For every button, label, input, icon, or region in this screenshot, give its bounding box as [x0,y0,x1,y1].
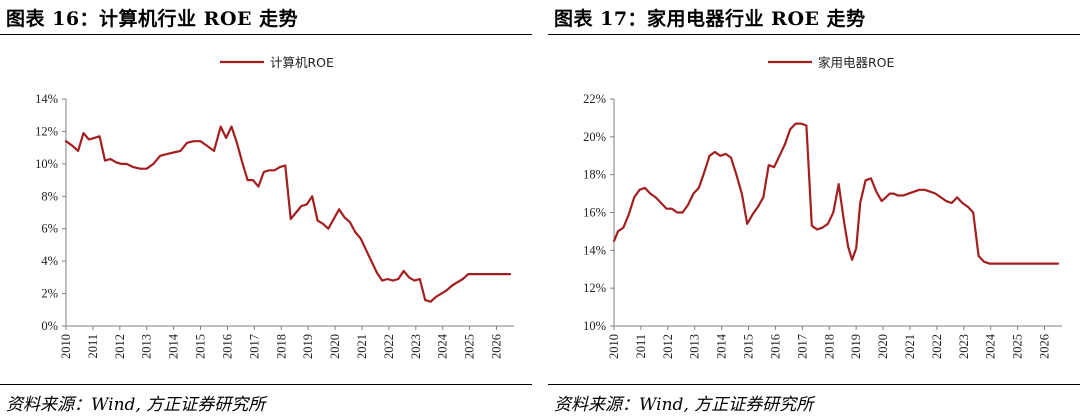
x-tick-label: 2016 [768,334,782,359]
x-tick-label: 2025 [1011,334,1025,359]
x-tick-label: 2025 [463,334,477,359]
x-tick-label: 2020 [876,334,890,359]
y-tick-label: 8% [41,189,58,203]
series-line [612,122,1060,265]
source-note: 资料来源：Wind, 方正证券研究所 [6,395,266,415]
y-tick-label: 2% [41,287,58,301]
series-line [64,125,512,303]
y-tick-label: 6% [41,222,58,236]
x-tick-label: 2024 [436,333,450,359]
x-tick-label: 2018 [274,334,288,359]
computer-roe-chart: 0% 2% 4% 6% 8% 10% 12% 14% 2010 2011 2012 2013 2014 2… [35,55,514,359]
chart-panel-appliance: 图表 17：家用电器行业 ROE 走势 10% 12% 14% 16% 18% 20% 22… [548,0,1080,418]
x-tick-label: 2020 [328,334,342,359]
x-tick-label: 2022 [930,334,944,359]
x-tick-label: 2015 [194,334,208,359]
y-tick-label: 0% [41,319,58,333]
figure-title: 图表 17：家用电器行业 ROE 走势 [554,8,866,30]
x-tick-label: 2021 [903,334,917,359]
x-tick-label: 2014 [167,333,181,359]
x-tick-label: 2013 [140,334,154,359]
x-tick-label: 2013 [688,334,702,359]
y-tick-label: 18% [583,168,606,182]
y-tick-label: 10% [583,319,606,333]
x-tick-label: 2021 [355,334,369,359]
x-tick-label: 2019 [301,334,315,359]
x-tick-label: 2016 [220,334,234,359]
source-rule [0,384,532,385]
legend-label: 家用电器ROE [818,55,895,70]
x-tick-label: 2012 [661,334,675,359]
x-tick-label: 2012 [113,334,127,359]
x-tick-label: 2010 [59,334,73,359]
x-tick-label: 2018 [822,334,836,359]
figure-title: 图表 16：计算机行业 ROE 走势 [6,8,299,30]
x-tick-label: 2023 [957,334,971,359]
x-tick-label: 2010 [607,334,621,359]
x-tick-label: 2026 [1038,334,1052,359]
y-tick-label: 12% [583,281,606,295]
source-rule [548,384,1080,385]
y-tick-label: 4% [41,254,58,268]
y-tick-label: 20% [583,130,606,144]
y-tick-label: 14% [583,243,606,257]
x-tick-label: 2019 [849,334,863,359]
chart-panel-computer: 图表 16：计算机行业 ROE 走势 0% 2% 4% 6% 8% 10% 12% 14% 20… [0,0,532,418]
title-rule [548,34,1080,35]
x-tick-label: 2022 [382,334,396,359]
y-tick-label: 14% [35,92,58,106]
x-tick-label: 2024 [984,333,998,359]
y-tick-label: 16% [583,206,606,220]
y-tick-label: 12% [35,124,58,138]
x-tick-label: 2023 [409,334,423,359]
x-tick-label: 2014 [715,333,729,359]
x-tick-label: 2026 [490,334,504,359]
x-tick-label: 2017 [247,334,261,359]
x-tick-label: 2015 [742,334,756,359]
y-tick-label: 22% [583,92,606,106]
title-rule [0,34,532,35]
x-tick-label: 2011 [634,334,648,359]
x-tick-label: 2011 [86,334,100,359]
legend-label: 计算机ROE [270,55,334,70]
x-tick-label: 2017 [795,334,809,359]
source-note: 资料来源：Wind, 方正证券研究所 [554,395,814,415]
appliance-roe-chart: 10% 12% 14% 16% 18% 20% 22% 2010 2011 2012 2013 201… [583,55,1062,359]
y-tick-label: 10% [35,157,58,171]
